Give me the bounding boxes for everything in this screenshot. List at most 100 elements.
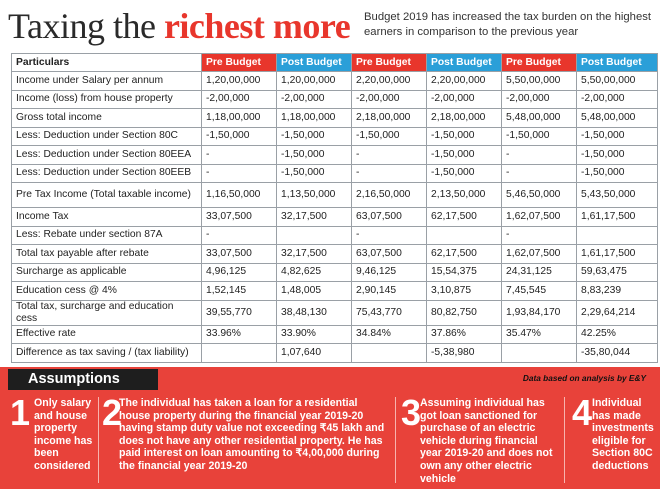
- table-cell: 62,17,500: [426, 207, 502, 227]
- table-row: Income (loss) from house property -2,00,0…: [11, 89, 658, 109]
- assumption-divider: [564, 397, 565, 483]
- table-row: Pre Tax Income (Total taxable income) 1,1…: [11, 182, 658, 208]
- table-cell: [201, 343, 277, 363]
- row-label: Difference as tax saving / (tax liabilit…: [11, 343, 202, 363]
- table-cell: 63,07,500: [351, 244, 427, 264]
- table-cell: 1,62,07,500: [501, 207, 577, 227]
- table-cell: 1,61,17,500: [576, 207, 658, 227]
- table-cell: [276, 225, 352, 245]
- assumption-divider: [98, 397, 99, 483]
- table-row: Income Tax 33,07,500 32,17,500 63,07,500 62,…: [11, 207, 658, 227]
- table-row: Less: Deduction under Section 80EEB - -1,5…: [11, 163, 658, 183]
- row-label: Income Tax: [11, 207, 202, 227]
- header: Taxing the richest more Budget 2019 has …: [0, 0, 660, 52]
- table-cell: 1,48,005: [276, 281, 352, 301]
- assumption-number: 3: [401, 392, 422, 433]
- table-cell: -: [201, 145, 277, 165]
- column-header-pre-budget: Pre Budget: [351, 53, 427, 72]
- table-cell: 5,48,00,000: [576, 108, 658, 128]
- assumption-2: 2 The individual has taken a loan for a …: [102, 392, 392, 485]
- table-cell: 1,61,17,500: [576, 244, 658, 264]
- assumption-text: Only salary and house property income ha…: [34, 397, 93, 472]
- table-cell: -: [351, 225, 427, 245]
- table-cell: -: [201, 163, 277, 183]
- table-row: Difference as tax saving / (tax liabilit…: [11, 343, 658, 363]
- table-cell: -1,50,000: [576, 145, 658, 165]
- table-cell: 33.90%: [276, 324, 352, 344]
- title-part-2: richest more: [163, 6, 351, 46]
- table-cell: 2,29,64,214: [576, 299, 658, 326]
- table-cell: -1,50,000: [426, 126, 502, 146]
- table-row: Income under Salary per annum 1,20,00,000…: [11, 71, 658, 91]
- table-cell: 37.86%: [426, 324, 502, 344]
- assumption-number: 2: [102, 392, 123, 433]
- row-label: Total tax payable after rebate: [11, 244, 202, 264]
- table-cell: -1,50,000: [201, 126, 277, 146]
- table-cell: 2,18,00,000: [426, 108, 502, 128]
- table-row: Less: Rebate under section 87A - - -: [11, 225, 658, 245]
- table-cell: 80,82,750: [426, 299, 502, 326]
- table-row: Surcharge as applicable 4,96,125 4,82,625 9…: [11, 262, 658, 282]
- table-row: Gross total income 1,18,00,000 1,18,00,000…: [11, 108, 658, 128]
- table-cell: 5,50,00,000: [576, 71, 658, 91]
- table-cell: 63,07,500: [351, 207, 427, 227]
- assumption-text: Individual has made investments eligible…: [592, 397, 654, 472]
- table-cell: 1,18,00,000: [276, 108, 352, 128]
- table-row: Effective rate 33.96% 33.90% 34.84% 37.86% 35…: [11, 324, 658, 344]
- table-cell: 8,83,239: [576, 281, 658, 301]
- table-cell: -2,00,000: [426, 89, 502, 109]
- table-cell: 1,20,00,000: [276, 71, 352, 91]
- table-cell: 2,90,145: [351, 281, 427, 301]
- table-cell: -2,00,000: [276, 89, 352, 109]
- table-cell: -: [501, 225, 577, 245]
- table-cell: 1,16,50,000: [201, 182, 277, 208]
- table-body: Income under Salary per annum 1,20,00,000…: [11, 71, 658, 363]
- assumption-divider: [395, 397, 396, 483]
- table-cell: -1,50,000: [276, 163, 352, 183]
- row-label: Effective rate: [11, 324, 202, 344]
- table-cell: 5,43,50,000: [576, 182, 658, 208]
- table-cell: -35,80,044: [576, 343, 658, 363]
- table-cell: 35.47%: [501, 324, 577, 344]
- table-cell: 1,93,84,170: [501, 299, 577, 326]
- table-cell: 59,63,475: [576, 262, 658, 282]
- table-cell: -2,00,000: [201, 89, 277, 109]
- row-label: Total tax, surcharge and education cess: [11, 299, 202, 326]
- table-cell: 1,13,50,000: [276, 182, 352, 208]
- table-cell: 1,18,00,000: [201, 108, 277, 128]
- table-cell: 2,16,50,000: [351, 182, 427, 208]
- assumption-text: Assuming individual has got loan sanctio…: [420, 397, 553, 485]
- table-row: Less: Deduction under Section 80C -1,50,0…: [11, 126, 658, 146]
- table-cell: 33,07,500: [201, 244, 277, 264]
- table-cell: 15,54,375: [426, 262, 502, 282]
- table-cell: 38,48,130: [276, 299, 352, 326]
- row-label: Income (loss) from house property: [11, 89, 202, 109]
- assumptions-panel: Assumptions Data based on analysis by E&…: [0, 367, 660, 489]
- table-cell: 7,45,545: [501, 281, 577, 301]
- assumption-text: The individual has taken a loan for a re…: [119, 397, 385, 472]
- table-cell: 4,96,125: [201, 262, 277, 282]
- table-cell: -2,00,000: [501, 89, 577, 109]
- table-cell: -: [501, 145, 577, 165]
- table-cell: 4,82,625: [276, 262, 352, 282]
- table-cell: 3,10,875: [426, 281, 502, 301]
- tax-table-container: Particulars Pre Budget Post Budget Pre B…: [11, 53, 658, 363]
- table-cell: 75,43,770: [351, 299, 427, 326]
- table-cell: 24,31,125: [501, 262, 577, 282]
- table-cell: 2,20,00,000: [426, 71, 502, 91]
- row-label: Pre Tax Income (Total taxable income): [11, 182, 202, 208]
- table-cell: -1,50,000: [426, 163, 502, 183]
- column-header-pre-budget: Pre Budget: [201, 53, 277, 72]
- column-header-post-budget: Post Budget: [426, 53, 502, 72]
- table-cell: -2,00,000: [351, 89, 427, 109]
- table-cell: 32,17,500: [276, 244, 352, 264]
- table-cell: 5,48,00,000: [501, 108, 577, 128]
- table-cell: 32,17,500: [276, 207, 352, 227]
- table-cell: -2,00,000: [576, 89, 658, 109]
- tax-comparison-table: Particulars Pre Budget Post Budget Pre B…: [11, 53, 658, 363]
- table-cell: -1,50,000: [351, 126, 427, 146]
- table-cell: 1,20,00,000: [201, 71, 277, 91]
- table-cell: [426, 225, 502, 245]
- table-cell: 2,20,00,000: [351, 71, 427, 91]
- table-cell: -5,38,980: [426, 343, 502, 363]
